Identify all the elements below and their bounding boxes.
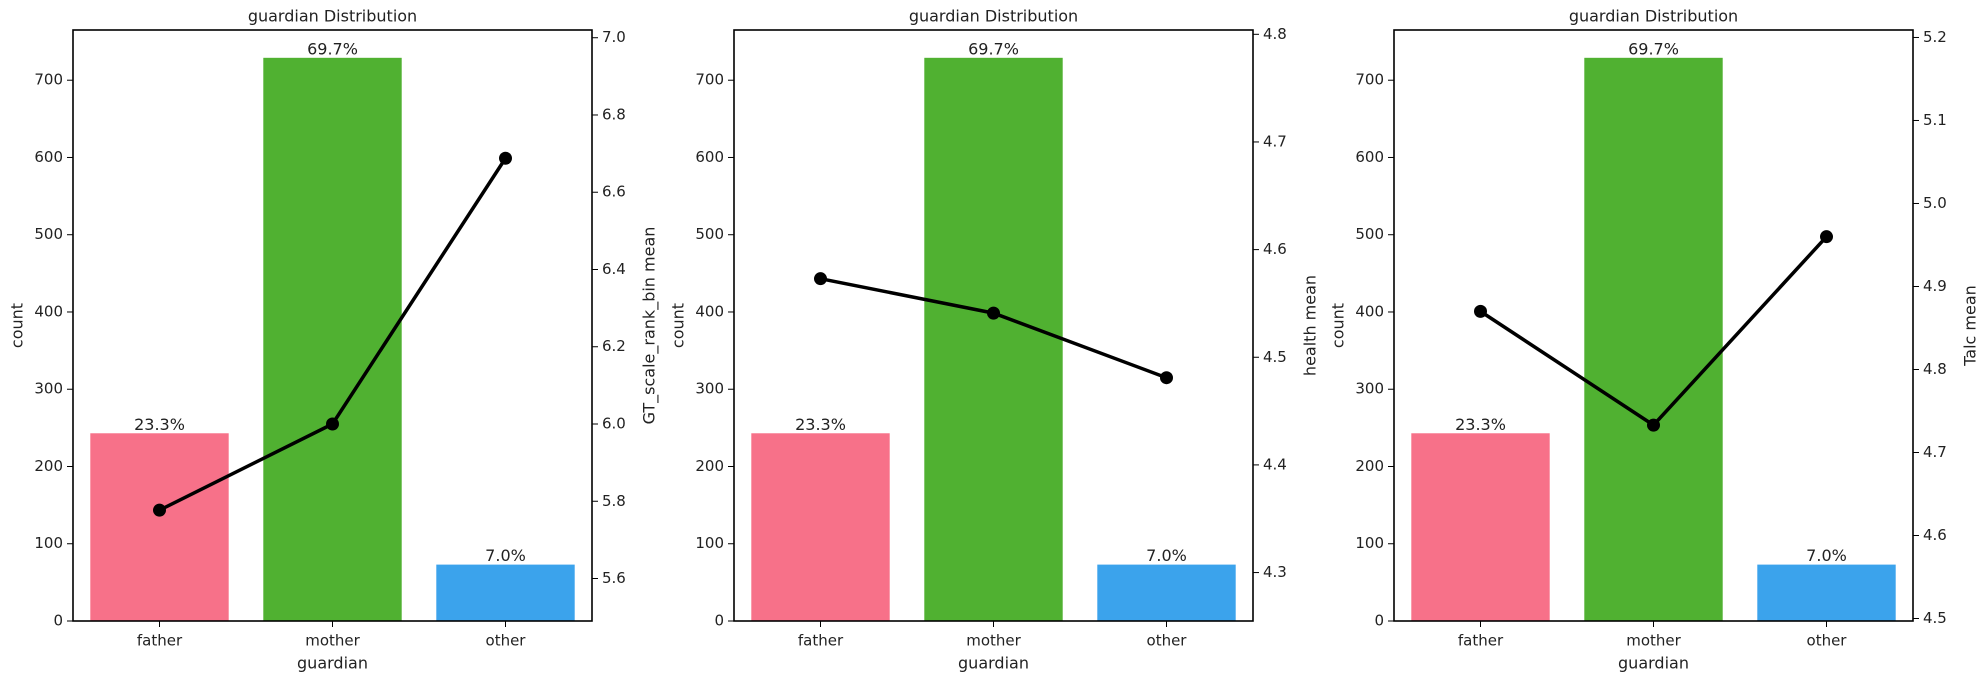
value-label: 69.7% — [1628, 39, 1679, 58]
y-tick-label: 400 — [695, 302, 724, 320]
y2-axis-label: Talc mean — [1961, 285, 1980, 367]
y-tick-label: 600 — [695, 148, 724, 166]
value-label: 69.7% — [307, 39, 358, 58]
y2-tick-label: 7.0 — [602, 28, 626, 46]
bar — [924, 57, 1063, 621]
x-tick-label: father — [137, 632, 183, 650]
y2-tick-label: 6.2 — [602, 337, 626, 355]
y-tick-label: 600 — [1355, 148, 1384, 166]
bar — [1757, 564, 1896, 621]
line-marker — [499, 151, 512, 165]
y-tick-label: 0 — [53, 612, 63, 630]
x-tick-label: father — [1458, 632, 1504, 650]
y-tick-label: 200 — [34, 457, 63, 475]
value-label: 69.7% — [968, 39, 1019, 58]
plot-frame — [733, 29, 1254, 622]
y-axis-label: count — [669, 303, 688, 348]
y2-tick-label: 5.8 — [602, 492, 626, 510]
y2-tick-label: 4.9 — [1923, 277, 1947, 295]
y-tick-label: 300 — [1355, 380, 1384, 398]
y2-tick-label: 4.7 — [1923, 443, 1947, 461]
bar — [751, 433, 890, 621]
line-marker — [1474, 304, 1487, 318]
y2-axis-label: GT_scale_rank_bin mean — [640, 227, 660, 425]
y-tick-label: 200 — [1355, 457, 1384, 475]
y-axis-label: count — [1329, 303, 1348, 348]
value-label: 7.0% — [1146, 546, 1187, 565]
y-tick-label: 100 — [695, 534, 724, 552]
chart-title: guardian Distribution — [1569, 7, 1738, 26]
value-label: 7.0% — [485, 546, 526, 565]
bar — [90, 433, 229, 621]
y-tick-label: 500 — [34, 225, 63, 243]
line-marker — [326, 417, 339, 431]
y-tick-label: 0 — [1374, 612, 1384, 630]
bar — [1411, 433, 1550, 621]
y-tick-label: 700 — [34, 71, 63, 89]
y-tick-label: 100 — [1355, 534, 1384, 552]
y-tick-label: 500 — [695, 225, 724, 243]
y2-tick-label: 4.5 — [1263, 348, 1287, 366]
x-tick-label: mother — [966, 632, 1021, 650]
line-marker — [153, 503, 166, 517]
value-label: 23.3% — [134, 415, 185, 434]
bar — [1097, 564, 1236, 621]
x-tick-label: other — [1807, 632, 1848, 650]
y-tick-label: 400 — [1355, 302, 1384, 320]
x-tick-label: mother — [1626, 632, 1681, 650]
chart-title: guardian Distribution — [909, 7, 1078, 26]
value-label: 23.3% — [795, 415, 846, 434]
y-tick-label: 0 — [714, 612, 724, 630]
y-tick-label: 700 — [695, 71, 724, 89]
line-marker — [987, 306, 1000, 320]
value-label: 23.3% — [1455, 415, 1506, 434]
y2-tick-label: 5.0 — [1923, 194, 1947, 212]
y2-tick-label: 4.6 — [1263, 240, 1287, 258]
y2-tick-label: 6.6 — [602, 183, 626, 201]
value-label: 7.0% — [1806, 546, 1847, 565]
y2-tick-label: 4.7 — [1263, 132, 1287, 150]
y2-tick-label: 5.1 — [1923, 111, 1947, 129]
x-tick-label: mother — [305, 632, 360, 650]
y-axis-label: count — [8, 303, 27, 348]
y2-tick-label: 4.4 — [1263, 455, 1287, 473]
y-tick-label: 300 — [34, 380, 63, 398]
x-tick-label: father — [798, 632, 844, 650]
y2-tick-label: 6.0 — [602, 415, 626, 433]
y-tick-label: 200 — [695, 457, 724, 475]
y2-axis-label: health mean — [1301, 275, 1320, 376]
y-tick-label: 100 — [34, 534, 63, 552]
line-marker — [814, 272, 827, 286]
y2-tick-label: 4.6 — [1923, 526, 1947, 544]
bar — [436, 564, 575, 621]
x-axis-label: guardian — [1618, 654, 1689, 673]
y-tick-label: 400 — [34, 302, 63, 320]
x-axis-label: guardian — [297, 654, 368, 673]
y2-tick-label: 6.4 — [602, 260, 626, 278]
x-axis-label: guardian — [958, 654, 1029, 673]
line-marker — [1820, 230, 1833, 244]
y-tick-label: 700 — [1355, 71, 1384, 89]
bar — [263, 57, 402, 621]
y2-tick-label: 4.8 — [1263, 25, 1287, 43]
y2-tick-label: 5.6 — [602, 569, 626, 587]
y2-tick-label: 4.3 — [1263, 563, 1287, 581]
y2-tick-label: 6.8 — [602, 105, 626, 123]
line-marker — [1647, 418, 1660, 432]
x-tick-label: other — [1147, 632, 1188, 650]
y2-tick-label: 4.8 — [1923, 360, 1947, 378]
y-tick-label: 300 — [695, 380, 724, 398]
x-tick-label: other — [486, 632, 527, 650]
y2-tick-label: 4.5 — [1923, 609, 1947, 627]
y-tick-label: 600 — [34, 148, 63, 166]
line-marker — [1160, 371, 1173, 385]
plot-frame — [1393, 29, 1914, 622]
bar — [1584, 57, 1723, 621]
y2-tick-label: 5.2 — [1923, 28, 1947, 46]
chart-title: guardian Distribution — [248, 7, 417, 26]
plot-frame — [72, 29, 593, 622]
y-tick-label: 500 — [1355, 225, 1384, 243]
